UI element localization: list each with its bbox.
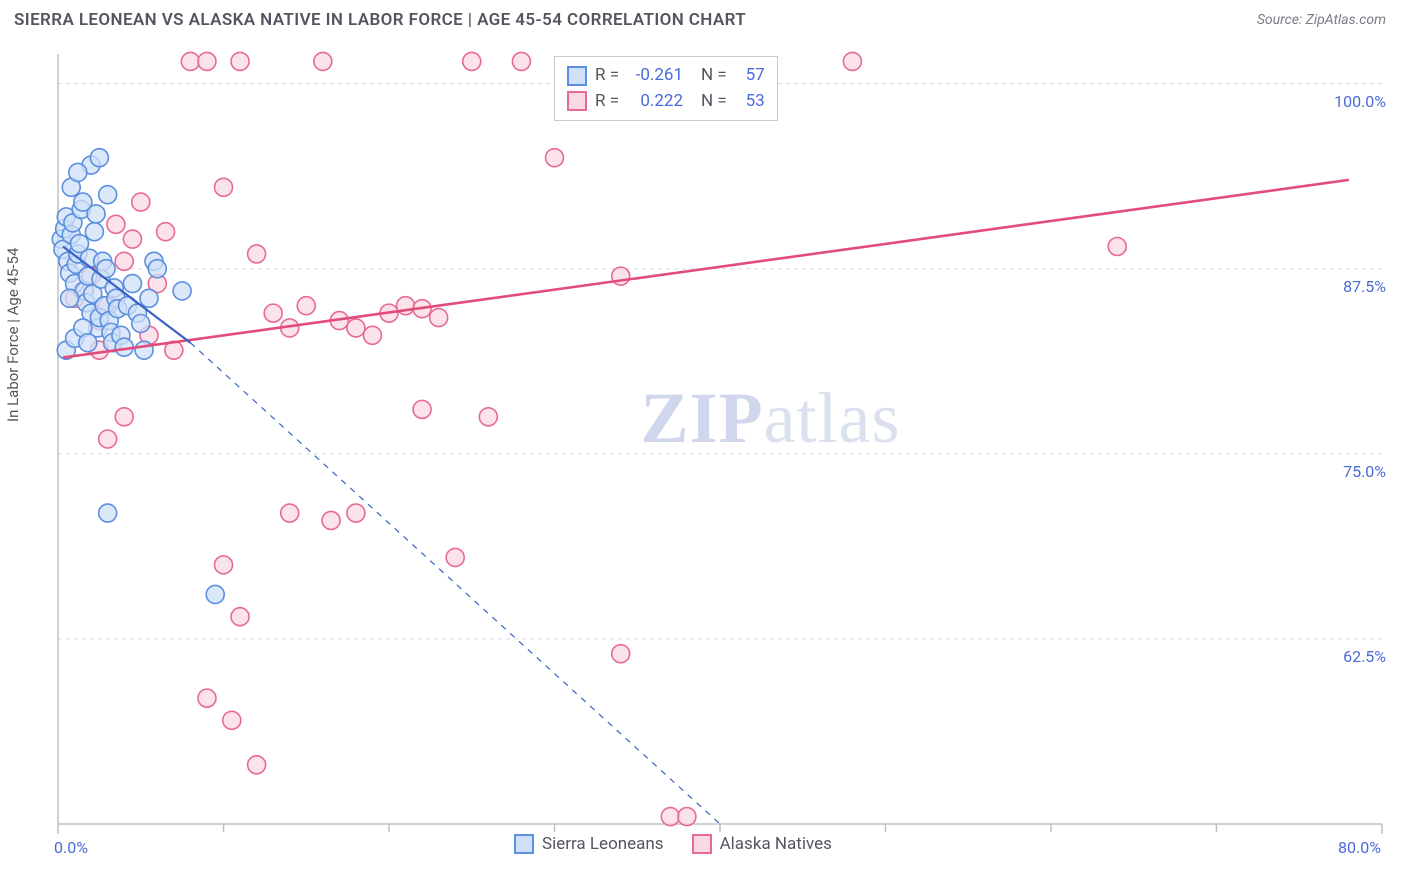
- scatter-plot: [14, 42, 1392, 844]
- legend-label: Alaska Natives: [720, 834, 832, 854]
- stat-r-value: -0.261: [627, 63, 683, 89]
- x-tick-label: 0.0%: [54, 838, 88, 857]
- legend-swatch: [692, 834, 712, 854]
- y-tick-label: 62.5%: [1316, 647, 1386, 666]
- chart-header: SIERRA LEONEAN VS ALASKA NATIVE IN LABOR…: [0, 0, 1406, 36]
- legend-swatch: [567, 91, 587, 111]
- stat-n-label: N =: [701, 63, 727, 89]
- y-tick-label: 87.5%: [1316, 277, 1386, 296]
- source-label: Source: ZipAtlas.com: [1257, 12, 1386, 28]
- legend-item: Alaska Natives: [692, 834, 832, 854]
- x-tick-label: 80.0%: [1338, 838, 1381, 857]
- stats-row: R = -0.261 N = 57: [567, 63, 765, 89]
- series-legend: Sierra Leoneans Alaska Natives: [514, 834, 832, 854]
- legend-swatch: [567, 66, 587, 86]
- chart-title: SIERRA LEONEAN VS ALASKA NATIVE IN LABOR…: [14, 10, 746, 30]
- stats-row: R = 0.222 N = 53: [567, 89, 765, 115]
- correlation-stats-legend: R = -0.261 N = 57 R = 0.222 N = 53: [554, 56, 778, 121]
- stat-n-value: 57: [735, 63, 765, 89]
- stat-r-label: R =: [595, 63, 619, 89]
- y-tick-label: 100.0%: [1316, 92, 1386, 111]
- stat-n-label: N =: [701, 89, 727, 115]
- y-tick-label: 75.0%: [1316, 462, 1386, 481]
- chart-area: In Labor Force | Age 45-54 ZIPatlas R =-…: [14, 42, 1392, 870]
- legend-label: Sierra Leoneans: [542, 834, 664, 854]
- stat-n-value: 53: [735, 89, 765, 115]
- stat-r-label: R =: [595, 89, 619, 115]
- legend-swatch: [514, 834, 534, 854]
- legend-item: Sierra Leoneans: [514, 834, 664, 854]
- stat-r-value: 0.222: [627, 89, 683, 115]
